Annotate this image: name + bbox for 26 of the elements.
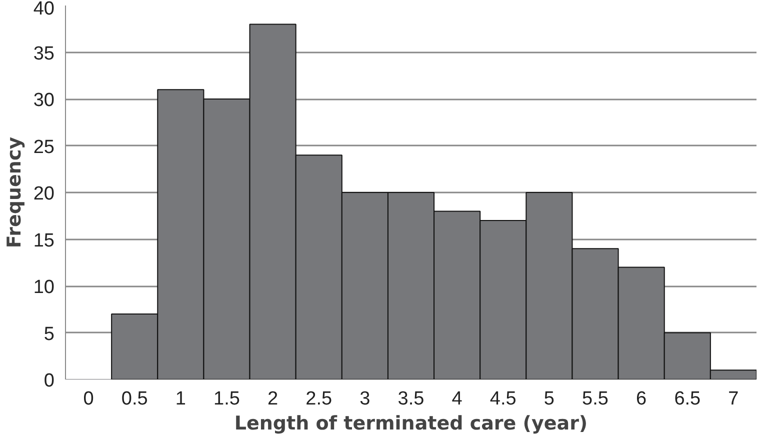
x-tick-label: 6 (636, 388, 647, 410)
y-tick-label: 15 (33, 230, 55, 252)
y-tick-label: 25 (33, 136, 55, 158)
y-tick-label: 40 (33, 0, 55, 20)
x-tick-label: 0 (83, 388, 94, 410)
y-tick-label: 0 (44, 370, 55, 392)
x-tick-label: 2.5 (306, 388, 332, 410)
x-tick-label: 5.5 (582, 388, 608, 410)
x-tick-label: 3.5 (398, 388, 424, 410)
x-tick-label: 6.5 (674, 388, 701, 410)
x-tick-label: 4 (452, 388, 463, 410)
x-tick-label: 3 (360, 388, 370, 410)
y-tick-label: 5 (44, 324, 55, 345)
x-tick-label: 7 (728, 388, 739, 410)
x-tick-label: 4.5 (490, 388, 516, 410)
x-tick-label: 5 (544, 388, 554, 410)
y-tick-label: 10 (33, 277, 55, 298)
y-tick-label: 20 (33, 184, 55, 204)
x-tick-label: 1.5 (214, 388, 240, 410)
x-axis-title: Length of terminated care (year) (234, 412, 588, 434)
x-tick-label: 1 (175, 388, 186, 410)
x-tick-label: 0.5 (121, 388, 148, 410)
y-tick-label: 35 (33, 43, 55, 64)
y-tick-label: 30 (33, 90, 55, 111)
x-tick-label: 2 (268, 388, 278, 410)
y-axis-title: Frequency (3, 136, 26, 248)
